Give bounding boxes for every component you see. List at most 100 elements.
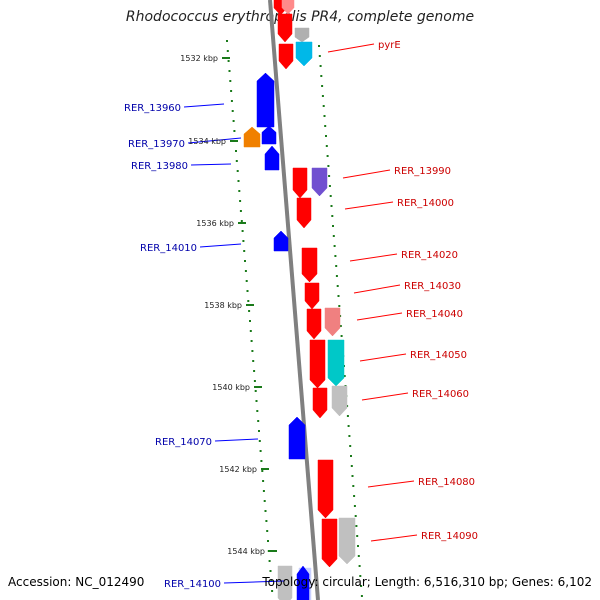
minor-tick — [261, 470, 264, 472]
minor-tick — [265, 520, 268, 522]
topology-text: Topology: circular; Length: 6,516,310 bp… — [262, 575, 592, 589]
gene-arrow[interactable] — [327, 339, 345, 387]
gene-label[interactable]: RER_14070 — [155, 437, 212, 448]
minor-tick — [325, 145, 328, 147]
minor-tick — [353, 505, 356, 507]
minor-tick — [340, 335, 343, 337]
minor-tick — [357, 545, 359, 547]
forward-gene-arrow[interactable] — [277, 13, 293, 43]
minor-tick — [256, 410, 259, 412]
minor-tick — [258, 440, 261, 442]
label-leader-line — [359, 353, 407, 362]
major-tick — [230, 140, 238, 142]
forward-gene-arrow[interactable] — [301, 247, 318, 283]
label-leader-line — [224, 580, 285, 584]
minor-tick — [255, 400, 258, 402]
label-leader-line — [199, 243, 242, 248]
gene-arrow[interactable] — [294, 27, 310, 43]
gene-arrow[interactable] — [324, 307, 341, 337]
gene-label[interactable]: RER_13970 — [128, 139, 185, 150]
minor-tick — [267, 540, 269, 542]
minor-tick — [360, 595, 363, 597]
minor-tick — [243, 250, 246, 252]
reverse-gene-arrow[interactable] — [288, 416, 306, 460]
minor-tick — [271, 590, 274, 592]
gene-label[interactable]: RER_13990 — [394, 166, 451, 177]
minor-tick — [360, 585, 363, 587]
minor-tick — [241, 230, 244, 232]
minor-tick — [235, 160, 238, 162]
minor-tick — [358, 565, 361, 567]
forward-gene-arrow[interactable] — [317, 459, 334, 519]
gene-label[interactable]: RER_14080 — [418, 477, 475, 488]
gene-features — [243, 0, 356, 600]
gene-label[interactable]: RER_14010 — [140, 243, 197, 254]
gene-label[interactable]: RER_14090 — [421, 531, 478, 542]
scale-label: 1538 kbp — [204, 301, 242, 310]
minor-tick — [343, 375, 346, 377]
label-leader-line — [361, 392, 409, 401]
minor-tick — [326, 155, 329, 157]
genome-backbone-line — [268, 0, 320, 600]
gene-arrow[interactable] — [311, 167, 328, 197]
forward-gene-arrow[interactable] — [296, 197, 312, 229]
forward-gene-arrow[interactable] — [306, 308, 322, 340]
minor-tick — [337, 295, 340, 297]
minor-tick — [228, 70, 231, 72]
forward-gene-arrow[interactable] — [309, 339, 326, 389]
forward-gene-arrow[interactable] — [292, 167, 308, 199]
minor-tick — [323, 115, 326, 117]
gene-label[interactable]: RER_14000 — [397, 198, 454, 209]
major-tick — [254, 386, 262, 388]
minor-tick — [252, 360, 255, 362]
reverse-gene-arrow[interactable] — [256, 72, 275, 128]
reverse-gene-arrow[interactable] — [296, 565, 310, 600]
gene-label[interactable]: RER_14030 — [404, 281, 461, 292]
major-tick — [269, 550, 277, 552]
minor-tick — [318, 55, 321, 57]
gene-label[interactable]: RER_14040 — [406, 309, 463, 320]
label-leader-line — [342, 169, 391, 179]
gene-arrow[interactable] — [331, 385, 348, 417]
forward-gene-arrow[interactable] — [304, 282, 320, 310]
scale-label: 1534 kbp — [188, 137, 226, 146]
reverse-gene-arrow[interactable] — [264, 145, 280, 171]
minor-tick — [239, 200, 242, 202]
minor-tick — [247, 300, 250, 302]
scale-label: 1532 kbp — [180, 54, 218, 63]
forward-gene-arrow[interactable] — [321, 518, 338, 568]
minor-tick — [319, 65, 322, 67]
minor-tick — [333, 245, 336, 247]
gene-label[interactable]: RER_14050 — [410, 350, 467, 361]
scale-label: 1540 kbp — [212, 383, 250, 392]
reverse-gene-arrow[interactable] — [261, 125, 277, 145]
gene-label[interactable]: pyrE — [378, 40, 401, 51]
gene-label[interactable]: RER_14100 — [164, 579, 221, 590]
forward-gene-arrow[interactable] — [278, 43, 294, 70]
minor-tick — [240, 220, 243, 222]
gene-label[interactable]: RER_13980 — [131, 161, 188, 172]
gene-arrow[interactable] — [295, 41, 313, 67]
minor-tick — [230, 90, 233, 92]
gene-label[interactable]: RER_14060 — [412, 389, 469, 400]
minor-tick — [321, 95, 324, 97]
reverse-gene-arrow[interactable] — [273, 230, 289, 252]
minor-tick — [332, 225, 334, 227]
scale-labels: 1532 kbp 1534 kbp 1536 kbp 1538 kbp 1540 kbp… — [180, 54, 277, 556]
minor-tick — [359, 575, 362, 577]
minor-tick — [251, 350, 254, 352]
minor-tick — [339, 325, 342, 327]
gene-labels: pyrE RER_13990 RER_14000 RER_14020 RER_14030… — [124, 40, 478, 590]
gene-arrow[interactable] — [243, 126, 261, 148]
gene-arrow[interactable] — [338, 517, 356, 565]
gene-arrow[interactable] — [277, 565, 293, 600]
scale-label: 1544 kbp — [227, 547, 265, 556]
minor-tick — [260, 460, 263, 462]
forward-gene-arrow[interactable] — [312, 387, 328, 419]
gene-arrow[interactable] — [281, 0, 295, 15]
gene-label[interactable]: RER_14020 — [401, 250, 458, 261]
minor-tick — [318, 45, 320, 47]
minor-tick — [350, 465, 353, 467]
gene-label[interactable]: RER_13960 — [124, 103, 181, 114]
